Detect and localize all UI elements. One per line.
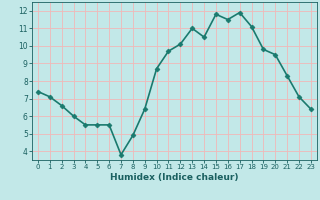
- X-axis label: Humidex (Indice chaleur): Humidex (Indice chaleur): [110, 173, 239, 182]
